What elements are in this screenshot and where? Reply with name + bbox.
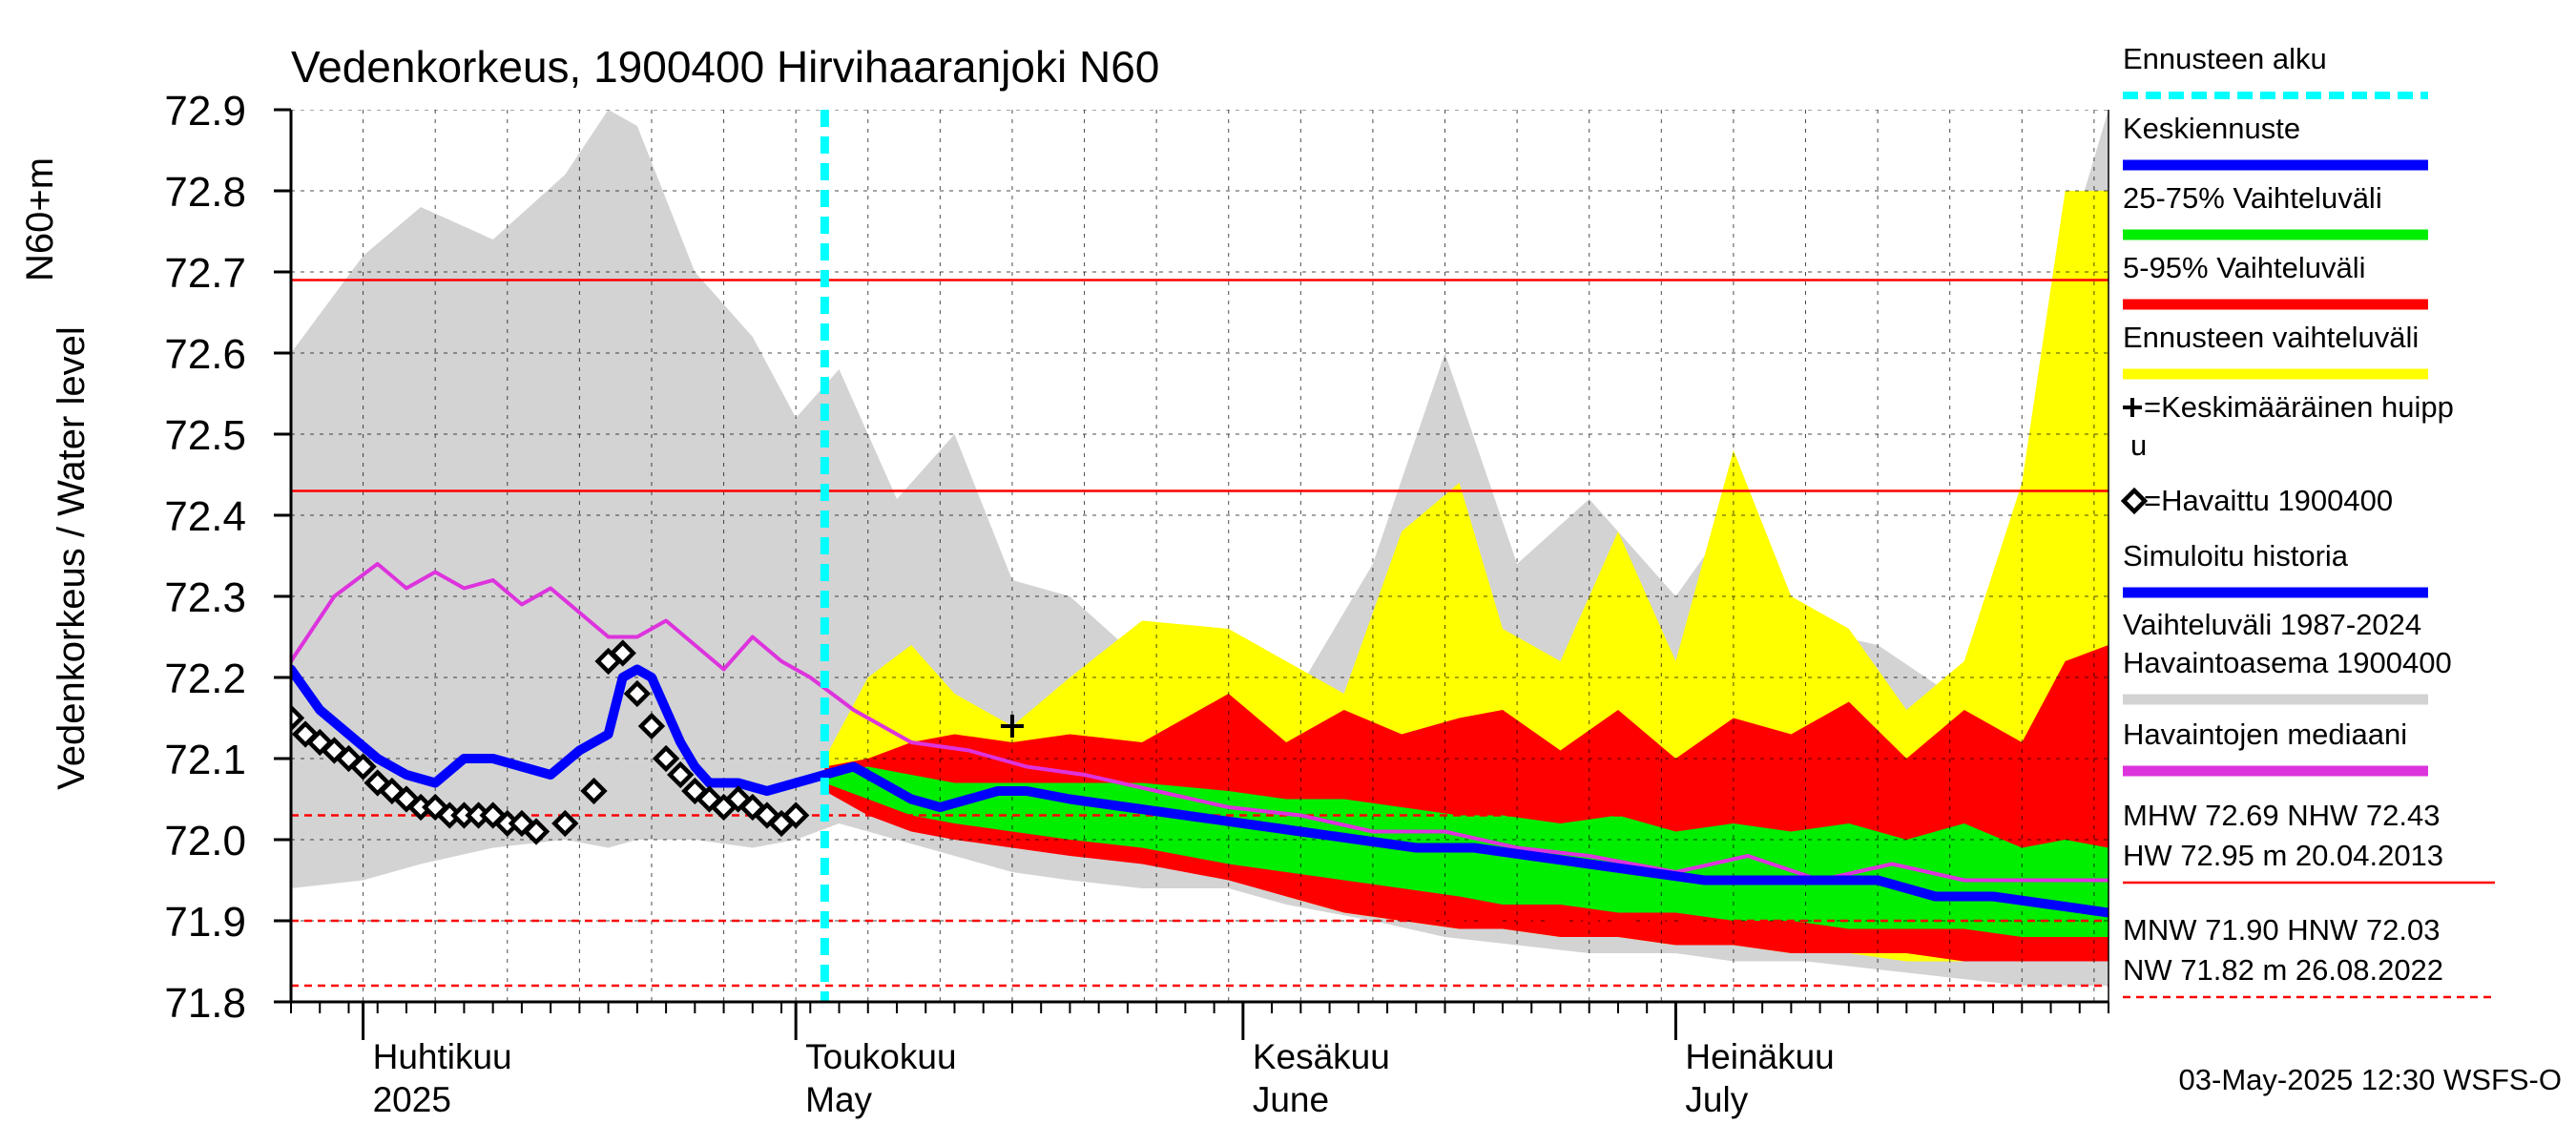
observed-point [349, 753, 377, 781]
stats-block-2: MNW 71.90 HNW 72.03 NW 71.82 m 26.08.2022 [2123, 913, 2495, 999]
legend-label: =Havaittu 1900400 [2144, 484, 2393, 517]
legend-diamond [2120, 487, 2149, 515]
stats-line: MNW 71.90 HNW 72.03 [2123, 913, 2441, 947]
y-tick-label: 72.8 [164, 169, 246, 216]
y-tick-label: 72.5 [164, 412, 246, 459]
y-tick-label: 72.4 [164, 493, 246, 540]
y-tick-label: 72.1 [164, 737, 246, 783]
x-month-label-en: July [1685, 1080, 1748, 1119]
y-tick-label: 72.6 [164, 331, 246, 378]
x-month-label-en: June [1253, 1080, 1329, 1119]
legend: Ennusteen alku Keskiennuste 25-75% Vaihtel… [2120, 42, 2495, 999]
observed-point [652, 744, 680, 773]
observed-point [667, 760, 695, 789]
legend-label: 25-75% Vaihteluväli [2123, 181, 2382, 215]
legend-label: =Keskimääräinen huipp [2144, 390, 2454, 424]
legend-item-5-95-vaihteluvali: 5-95% Vaihteluväli [2123, 251, 2428, 310]
y-tick-label: 72.9 [164, 88, 246, 135]
y-tick-label: 72.2 [164, 656, 246, 702]
y-tick-label: 72.0 [164, 818, 246, 864]
y-axis-label-unit: N60+m [19, 157, 61, 281]
legend-item-25-75-vaihteluvali: 25-75% Vaihteluväli [2123, 181, 2428, 240]
observed-point [781, 802, 810, 829]
y-tick-label: 71.9 [164, 899, 246, 946]
legend-label: Ennusteen alku [2123, 42, 2327, 75]
stats-block-1: MHW 72.69 NHW 72.43 HW 72.95 m 20.04.2013 [2123, 799, 2495, 885]
legend-label: Vaihteluväli 1987-2024 [2123, 608, 2421, 641]
legend-item-keskimaarainen-huipp: =Keskimääräinen huipp u [2123, 390, 2454, 462]
y-tick-label: 71.8 [164, 980, 246, 1027]
observed-point [551, 809, 579, 838]
observed-point [623, 679, 652, 708]
legend-item-ennusteen-alku: Ennusteen alku [2123, 42, 2428, 99]
legend-label-cont: Havaintoasema 1900400 [2123, 646, 2452, 679]
footer-timestamp: 03-May-2025 12:30 WSFS-O [2179, 1063, 2562, 1096]
x-month-label-en: 2025 [373, 1080, 451, 1119]
y-axis-label-main: Vedenkorkeus / Water level [51, 326, 93, 789]
x-month-label-fi: Toukokuu [805, 1037, 956, 1076]
legend-label: Havaintojen mediaani [2123, 718, 2407, 751]
legend-item-ennusteen-vaihteluvali: Ennusteen vaihteluväli [2123, 321, 2428, 380]
observed-point [291, 704, 305, 732]
y-axis-label: Vedenkorkeus / Water level N60+m [19, 157, 93, 790]
series-keskiennuste [820, 761, 2109, 918]
observed-point [637, 712, 666, 740]
legend-label: Simuloitu historia [2123, 539, 2349, 572]
observed-point [522, 818, 551, 845]
stats-line: MHW 72.69 NHW 72.43 [2123, 799, 2441, 832]
x-month-label-fi: Huhtikuu [373, 1037, 512, 1076]
legend-item-vaihteluvali-1987-2024: Vaihteluväli 1987-2024 Havaintoasema 190… [2123, 608, 2452, 705]
legend-item-havaintojen-mediaani: Havaintojen mediaani [2123, 718, 2428, 777]
legend-label: Ennusteen vaihteluväli [2123, 321, 2419, 354]
y-tick-label: 72.3 [164, 574, 246, 621]
legend-item-simuloitu-historia: Simuloitu historia [2123, 539, 2428, 598]
chart-title: Vedenkorkeus, 1900400 Hirvihaaranjoki N6… [291, 42, 1159, 92]
legend-item-havaittu-1900400: =Havaittu 1900400 [2120, 484, 2393, 517]
x-month-label-en: May [805, 1080, 872, 1119]
legend-label: 5-95% Vaihteluväli [2123, 251, 2365, 284]
x-month-label-fi: Heinäkuu [1685, 1037, 1834, 1076]
mean-peak-marker [1000, 715, 1024, 738]
y-tick-label: 72.7 [164, 250, 246, 297]
x-month-label-fi: Kesäkuu [1253, 1037, 1390, 1076]
legend-label: Keskiennuste [2123, 112, 2300, 145]
observed-point [580, 777, 608, 805]
series-simuloitu-historia [291, 664, 830, 796]
legend-item-keskiennuste: Keskiennuste [2123, 112, 2428, 171]
legend-label-cont: u [2130, 428, 2147, 462]
observed-point [609, 639, 636, 667]
stats-line: NW 71.82 m 26.08.2022 [2123, 953, 2443, 987]
stats-line: HW 72.95 m 20.04.2013 [2123, 839, 2443, 872]
